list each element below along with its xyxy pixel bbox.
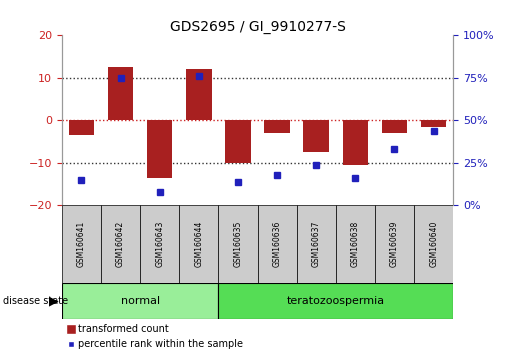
Text: GSM160635: GSM160635 (233, 221, 243, 268)
Bar (225, 120, 251, 163)
Bar (421, 120, 447, 127)
Bar (303, 120, 329, 152)
Bar (375, 205, 414, 283)
Title: GDS2695 / GI_9910277-S: GDS2695 / GI_9910277-S (169, 21, 346, 34)
Bar (108, 67, 133, 120)
Bar (264, 120, 290, 133)
Bar (218, 205, 258, 283)
Text: GSM160642: GSM160642 (116, 221, 125, 267)
Text: GSM160639: GSM160639 (390, 221, 399, 268)
Bar (342, 120, 368, 165)
Bar (140, 205, 179, 283)
Bar (218, 283, 453, 319)
Bar (147, 120, 173, 178)
Text: GSM160643: GSM160643 (155, 221, 164, 268)
Bar (186, 69, 212, 120)
Bar (62, 205, 101, 283)
Text: teratozoospermia: teratozoospermia (287, 296, 385, 306)
Bar (68, 120, 94, 135)
Text: GSM160636: GSM160636 (272, 221, 282, 268)
Text: GSM160644: GSM160644 (194, 221, 203, 268)
Bar (414, 205, 453, 283)
Bar (258, 205, 297, 283)
Text: GSM160640: GSM160640 (429, 221, 438, 268)
Bar (179, 205, 218, 283)
Bar (62, 283, 218, 319)
Bar (382, 120, 407, 133)
Text: GSM160641: GSM160641 (77, 221, 86, 267)
Legend: transformed count, percentile rank within the sample: transformed count, percentile rank withi… (66, 324, 243, 349)
Text: GSM160638: GSM160638 (351, 221, 360, 267)
Text: normal: normal (121, 296, 160, 306)
Bar (336, 205, 375, 283)
Bar (101, 205, 140, 283)
Text: disease state: disease state (3, 296, 67, 306)
Text: ▶: ▶ (49, 295, 59, 307)
Bar (297, 205, 336, 283)
Text: GSM160637: GSM160637 (312, 221, 321, 268)
